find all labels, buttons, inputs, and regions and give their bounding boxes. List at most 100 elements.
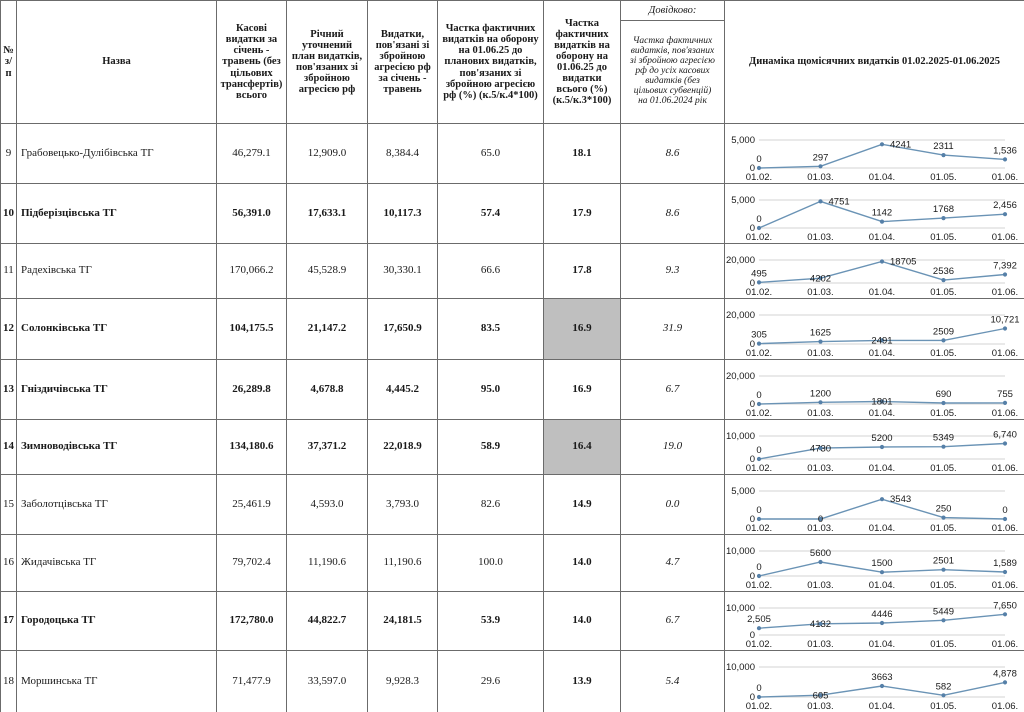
svg-text:01.05.: 01.05. bbox=[930, 348, 956, 359]
svg-text:5200: 5200 bbox=[871, 433, 892, 444]
svg-text:01.04.: 01.04. bbox=[869, 408, 895, 419]
svg-text:01.06.: 01.06. bbox=[992, 287, 1018, 298]
svg-text:10,000: 10,000 bbox=[726, 546, 755, 557]
svg-text:0: 0 bbox=[756, 154, 761, 165]
svg-text:01.05.: 01.05. bbox=[930, 463, 956, 474]
svg-text:01.02.: 01.02. bbox=[746, 701, 772, 712]
svg-text:01.03.: 01.03. bbox=[807, 408, 833, 419]
svg-text:01.06.: 01.06. bbox=[992, 639, 1018, 650]
svg-text:01.06.: 01.06. bbox=[992, 701, 1018, 712]
svg-text:20,000: 20,000 bbox=[726, 371, 755, 382]
svg-text:01.05.: 01.05. bbox=[930, 172, 956, 183]
svg-text:4730: 4730 bbox=[810, 443, 831, 454]
svg-text:01.05.: 01.05. bbox=[930, 701, 956, 712]
svg-text:7,650: 7,650 bbox=[993, 600, 1017, 611]
svg-text:5,000: 5,000 bbox=[731, 195, 755, 206]
svg-text:3663: 3663 bbox=[871, 672, 892, 683]
svg-text:20,000: 20,000 bbox=[726, 310, 755, 321]
svg-text:01.03.: 01.03. bbox=[807, 639, 833, 650]
svg-text:10,000: 10,000 bbox=[726, 603, 755, 614]
svg-text:2509: 2509 bbox=[933, 326, 954, 337]
svg-text:5449: 5449 bbox=[933, 606, 954, 617]
svg-text:01.04.: 01.04. bbox=[869, 348, 895, 359]
svg-text:01.03.: 01.03. bbox=[807, 232, 833, 243]
svg-text:4202: 4202 bbox=[810, 273, 831, 284]
svg-text:5349: 5349 bbox=[933, 432, 954, 443]
svg-text:4751: 4751 bbox=[829, 196, 850, 207]
svg-text:3543: 3543 bbox=[890, 494, 911, 505]
svg-text:01.03.: 01.03. bbox=[807, 172, 833, 183]
svg-text:5600: 5600 bbox=[810, 548, 831, 559]
svg-text:01.06.: 01.06. bbox=[992, 408, 1018, 419]
svg-text:01.05.: 01.05. bbox=[930, 287, 956, 298]
svg-text:01.04.: 01.04. bbox=[869, 639, 895, 650]
svg-text:6,740: 6,740 bbox=[993, 429, 1017, 440]
svg-text:4241: 4241 bbox=[890, 139, 911, 150]
svg-text:01.06.: 01.06. bbox=[992, 463, 1018, 474]
svg-text:01.06.: 01.06. bbox=[992, 348, 1018, 359]
svg-text:01.02.: 01.02. bbox=[746, 463, 772, 474]
svg-text:01.05.: 01.05. bbox=[930, 232, 956, 243]
svg-text:01.06.: 01.06. bbox=[992, 523, 1018, 534]
svg-text:01.02.: 01.02. bbox=[746, 172, 772, 183]
svg-text:495: 495 bbox=[751, 268, 767, 279]
svg-text:2311: 2311 bbox=[933, 141, 953, 152]
svg-text:305: 305 bbox=[751, 329, 767, 340]
svg-text:2491: 2491 bbox=[871, 335, 892, 346]
svg-text:0: 0 bbox=[756, 562, 761, 573]
svg-text:01.03.: 01.03. bbox=[807, 701, 833, 712]
svg-text:01.02.: 01.02. bbox=[746, 523, 772, 534]
svg-text:4446: 4446 bbox=[871, 609, 892, 620]
svg-text:0: 0 bbox=[756, 683, 761, 694]
svg-text:4,878: 4,878 bbox=[993, 668, 1017, 679]
svg-text:20,000: 20,000 bbox=[726, 255, 755, 266]
svg-text:01.03.: 01.03. bbox=[807, 463, 833, 474]
svg-text:01.03.: 01.03. bbox=[807, 523, 833, 534]
svg-text:01.03.: 01.03. bbox=[807, 287, 833, 298]
svg-text:01.06.: 01.06. bbox=[992, 580, 1018, 591]
svg-text:250: 250 bbox=[936, 503, 952, 514]
svg-text:01.02.: 01.02. bbox=[746, 639, 772, 650]
svg-text:01.04.: 01.04. bbox=[869, 232, 895, 243]
svg-text:01.02.: 01.02. bbox=[746, 348, 772, 359]
svg-text:2,456: 2,456 bbox=[993, 200, 1017, 211]
svg-text:4132: 4132 bbox=[810, 619, 831, 630]
svg-text:2,505: 2,505 bbox=[747, 614, 771, 625]
svg-text:2536: 2536 bbox=[933, 266, 954, 277]
svg-text:01.05.: 01.05. bbox=[930, 639, 956, 650]
svg-text:690: 690 bbox=[936, 389, 952, 400]
svg-text:1768: 1768 bbox=[933, 204, 954, 215]
svg-text:2501: 2501 bbox=[933, 555, 954, 566]
svg-text:01.04.: 01.04. bbox=[869, 287, 895, 298]
svg-text:01.05.: 01.05. bbox=[930, 408, 956, 419]
svg-text:0: 0 bbox=[756, 214, 761, 225]
svg-text:01.04.: 01.04. bbox=[869, 523, 895, 534]
svg-text:01.03.: 01.03. bbox=[807, 348, 833, 359]
svg-text:10,000: 10,000 bbox=[726, 662, 755, 673]
svg-text:582: 582 bbox=[936, 681, 952, 692]
svg-text:5,000: 5,000 bbox=[731, 486, 755, 497]
svg-text:1,536: 1,536 bbox=[993, 145, 1017, 156]
svg-text:0: 0 bbox=[756, 505, 761, 516]
svg-text:01.05.: 01.05. bbox=[930, 523, 956, 534]
svg-text:0: 0 bbox=[756, 390, 761, 401]
svg-text:5,000: 5,000 bbox=[731, 135, 755, 146]
svg-text:0: 0 bbox=[756, 445, 761, 456]
svg-text:01.04.: 01.04. bbox=[869, 172, 895, 183]
svg-text:18705: 18705 bbox=[890, 256, 916, 267]
svg-text:10,000: 10,000 bbox=[726, 431, 755, 442]
svg-text:1,589: 1,589 bbox=[993, 558, 1017, 569]
svg-text:01.06.: 01.06. bbox=[992, 172, 1018, 183]
svg-text:01.04.: 01.04. bbox=[869, 701, 895, 712]
svg-text:7,392: 7,392 bbox=[993, 260, 1017, 271]
svg-text:1801: 1801 bbox=[871, 396, 892, 407]
svg-text:01.06.: 01.06. bbox=[992, 232, 1018, 243]
svg-text:10,721: 10,721 bbox=[990, 314, 1019, 325]
svg-text:01.03.: 01.03. bbox=[807, 580, 833, 591]
svg-text:01.02.: 01.02. bbox=[746, 408, 772, 419]
svg-text:755: 755 bbox=[997, 388, 1013, 399]
svg-text:01.02.: 01.02. bbox=[746, 580, 772, 591]
svg-text:01.05.: 01.05. bbox=[930, 580, 956, 591]
svg-text:01.04.: 01.04. bbox=[869, 580, 895, 591]
svg-text:0: 0 bbox=[1002, 505, 1007, 516]
